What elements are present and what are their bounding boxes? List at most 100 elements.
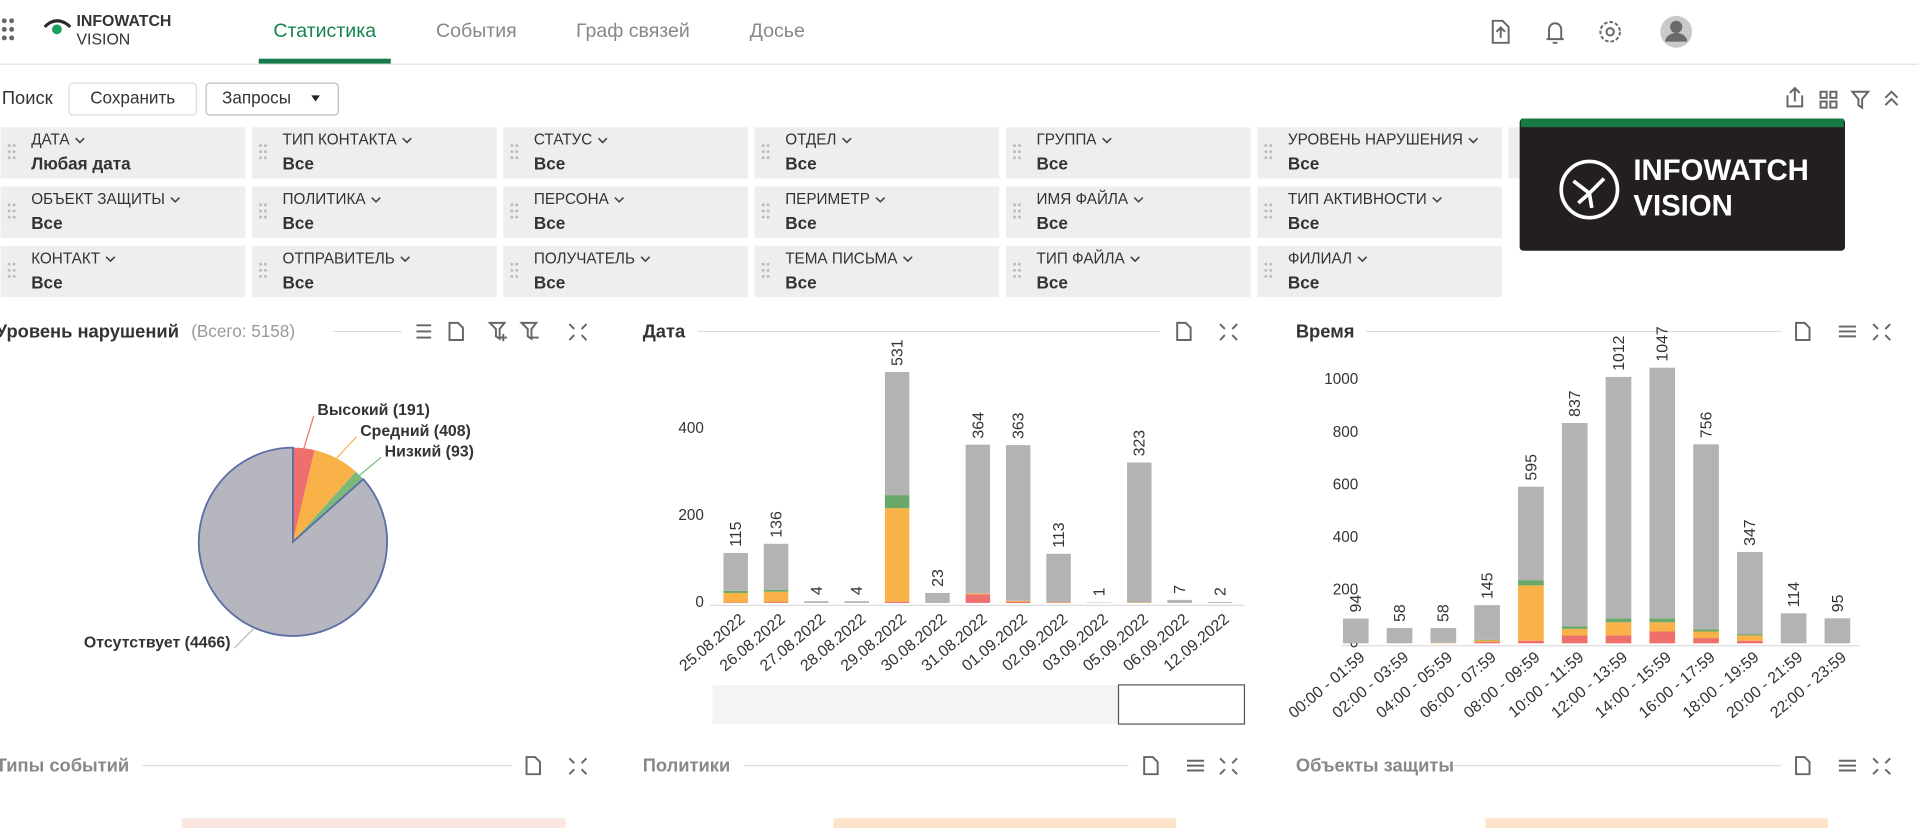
drag-handle xyxy=(1013,203,1017,207)
bar-segment[interactable] xyxy=(965,444,991,594)
user-avatar[interactable] xyxy=(1660,15,1693,48)
bar-segment[interactable] xyxy=(965,593,991,595)
apps-menu[interactable] xyxy=(1,18,15,41)
bar-segment[interactable] xyxy=(1561,626,1588,629)
filter-tile[interactable] xyxy=(251,127,497,179)
filter-tile[interactable] xyxy=(503,245,748,298)
bar-segment[interactable] xyxy=(763,589,789,592)
filter-tile[interactable] xyxy=(754,186,1000,238)
bar-segment[interactable] xyxy=(1005,600,1031,602)
bar-segment[interactable] xyxy=(1386,628,1413,644)
collapse-button[interactable] xyxy=(1884,90,1899,106)
bar-segment[interactable] xyxy=(804,601,829,603)
filter-tile[interactable] xyxy=(503,127,748,179)
bar-segment[interactable] xyxy=(1127,462,1152,603)
bar-segment[interactable] xyxy=(1693,638,1719,644)
export-button[interactable] xyxy=(1491,19,1510,44)
bar-segment[interactable] xyxy=(1167,599,1192,603)
bar-segment[interactable] xyxy=(1430,628,1457,643)
bar-segment[interactable] xyxy=(844,601,869,603)
notifications-button[interactable] xyxy=(1546,22,1564,44)
bar-segment[interactable] xyxy=(1342,618,1369,644)
nav-tab[interactable]: Граф связей xyxy=(576,20,690,42)
save-button[interactable] xyxy=(68,82,197,116)
filter-tile[interactable] xyxy=(754,127,1000,179)
bar-segment[interactable] xyxy=(723,590,748,593)
filter-tile[interactable] xyxy=(0,186,246,238)
settings-button[interactable] xyxy=(1599,21,1621,43)
bar-segment[interactable] xyxy=(1780,613,1807,644)
filter-tile[interactable] xyxy=(251,186,497,238)
bar-segment[interactable] xyxy=(1605,622,1632,636)
bar-segment[interactable] xyxy=(763,591,789,603)
bar-segment[interactable] xyxy=(1649,367,1676,619)
bar-segment[interactable] xyxy=(1561,635,1588,644)
bar-segment[interactable] xyxy=(1605,376,1632,619)
bar-segment[interactable] xyxy=(1518,580,1544,586)
bar-segment[interactable] xyxy=(1005,601,1031,603)
drag-handle xyxy=(1269,150,1273,154)
filter-tile[interactable] xyxy=(1005,245,1251,298)
filter-tile[interactable] xyxy=(0,245,246,298)
bar-segment[interactable] xyxy=(1693,631,1719,639)
filter-tile[interactable] xyxy=(1005,186,1251,238)
bar-segment[interactable] xyxy=(1605,618,1632,623)
filter-tile[interactable] xyxy=(0,127,246,179)
bar-segment[interactable] xyxy=(925,592,950,603)
bar-segment[interactable] xyxy=(1005,445,1031,601)
bar-segment[interactable] xyxy=(1649,631,1676,644)
bar-segment[interactable] xyxy=(763,602,789,603)
bar-segment[interactable] xyxy=(1824,618,1851,644)
bar-segment[interactable] xyxy=(884,601,910,603)
bar-segment[interactable] xyxy=(1474,639,1500,641)
filter-tile[interactable] xyxy=(1257,127,1502,179)
bar-segment[interactable] xyxy=(1736,551,1763,635)
filter-tile[interactable] xyxy=(503,186,748,238)
pie-slice[interactable] xyxy=(292,447,315,542)
bar-segment[interactable] xyxy=(884,495,910,509)
bar-segment[interactable] xyxy=(884,508,910,602)
filter-tile[interactable] xyxy=(754,245,1000,298)
bar-segment[interactable] xyxy=(965,594,991,603)
bar-segment[interactable] xyxy=(1518,585,1544,641)
bar-segment[interactable] xyxy=(1736,640,1763,644)
nav-tab[interactable]: События xyxy=(436,20,517,42)
bar-segment[interactable] xyxy=(1518,486,1544,581)
bar-segment[interactable] xyxy=(1474,640,1500,643)
bar-total-label: 1 xyxy=(1091,587,1108,596)
bar-segment[interactable] xyxy=(1736,635,1763,641)
pie-slice[interactable] xyxy=(292,471,364,542)
pie-slice[interactable] xyxy=(292,450,356,542)
nav-tab[interactable]: Статистика xyxy=(273,20,376,42)
nav-tab[interactable]: Досье xyxy=(750,20,805,42)
bar-segment[interactable] xyxy=(1736,634,1763,636)
filter-tile[interactable] xyxy=(1257,245,1502,298)
bar-segment[interactable] xyxy=(1430,642,1457,644)
bar-segment[interactable] xyxy=(1649,618,1676,623)
bar-segment[interactable] xyxy=(763,543,789,590)
drag-handle xyxy=(12,156,16,160)
filter-tile[interactable] xyxy=(251,245,497,298)
bar-segment[interactable] xyxy=(1561,628,1588,636)
bar-segment[interactable] xyxy=(1605,635,1632,644)
bar-segment[interactable] xyxy=(1474,642,1500,644)
bar-segment[interactable] xyxy=(723,592,748,603)
bar-segment[interactable] xyxy=(1474,605,1500,640)
bar-segment[interactable] xyxy=(1693,629,1719,632)
bar-segment[interactable] xyxy=(1693,444,1719,630)
bar-segment[interactable] xyxy=(884,372,910,496)
bar-segment[interactable] xyxy=(1207,602,1233,603)
filter-tile[interactable] xyxy=(1257,186,1502,238)
filter-button[interactable] xyxy=(1850,90,1871,110)
share-button[interactable] xyxy=(1786,86,1804,108)
y-tick-label: 600 xyxy=(1333,476,1358,493)
bar-segment[interactable] xyxy=(1561,422,1588,627)
bar-segment[interactable] xyxy=(723,552,748,591)
queries-button[interactable] xyxy=(205,82,339,116)
drag-handle xyxy=(259,262,262,266)
filter-tile[interactable] xyxy=(1005,127,1251,179)
bar-segment[interactable] xyxy=(1649,622,1676,632)
bar-segment[interactable] xyxy=(1046,553,1071,603)
bar-segment[interactable] xyxy=(1518,640,1544,644)
layout-button[interactable] xyxy=(1819,90,1838,109)
